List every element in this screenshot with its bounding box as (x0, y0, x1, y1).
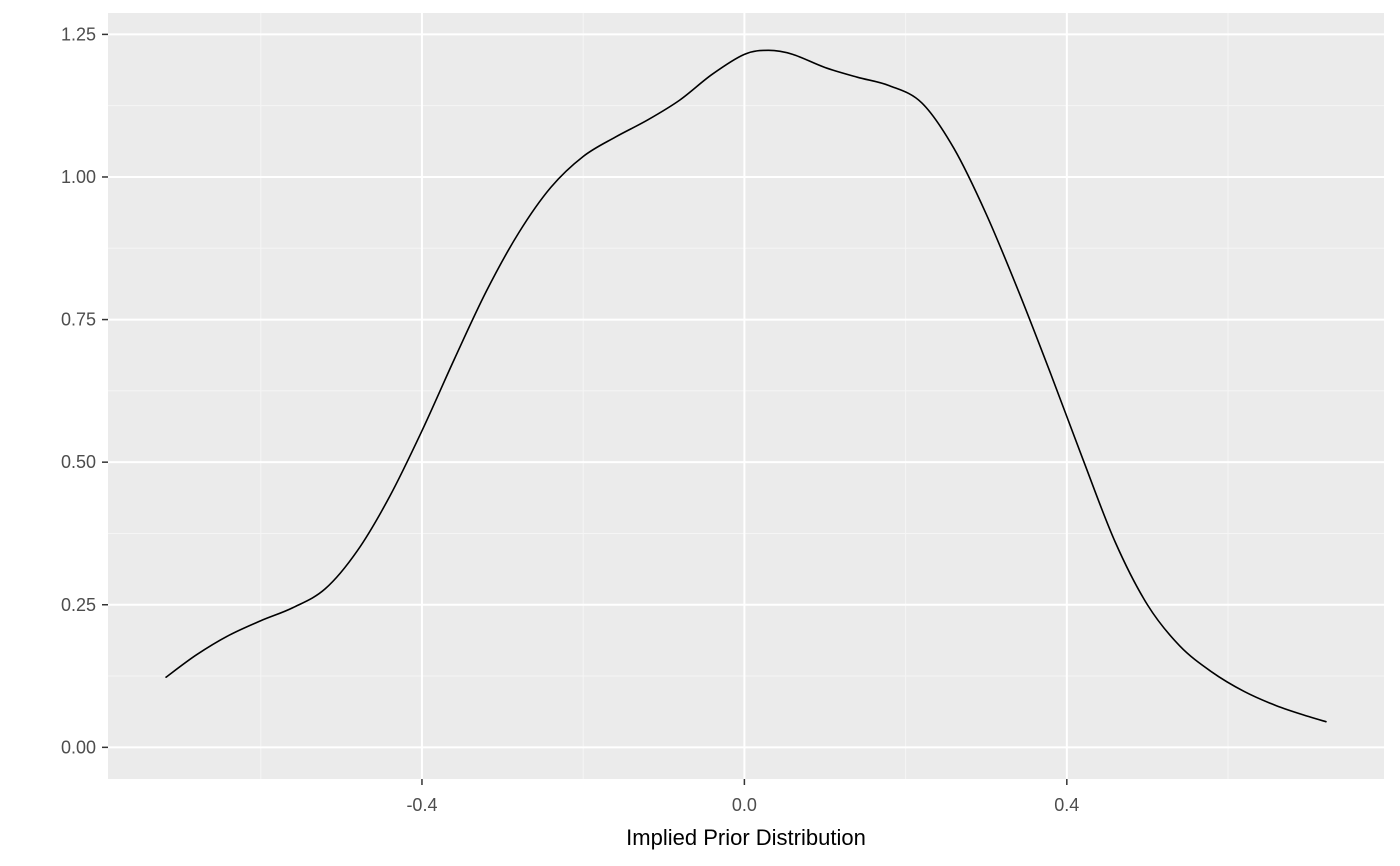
density-curve (165, 49, 1327, 723)
y-tick-label: 0.25 (61, 595, 96, 615)
major-gridlines (108, 13, 1384, 779)
y-axis-tick-labels: 0.00 0.25 0.50 0.75 1.00 1.25 (61, 24, 96, 757)
x-tick-label: 0.4 (1054, 795, 1079, 815)
y-tick-label: 0.50 (61, 452, 96, 472)
minor-gridlines (108, 13, 1384, 779)
y-tick-label: 0.75 (61, 310, 96, 330)
x-axis-title: Implied Prior Distribution (626, 825, 866, 850)
y-tick-label: 0.00 (61, 737, 96, 757)
y-tick-label: 1.00 (61, 167, 96, 187)
y-tick-label: 1.25 (61, 24, 96, 44)
x-axis-tick-labels: -0.4 0.0 0.4 (406, 795, 1079, 815)
axis-tick-marks (102, 33, 1068, 785)
panel-background (108, 13, 1384, 779)
x-tick-label: -0.4 (406, 795, 437, 815)
x-tick-label: 0.0 (732, 795, 757, 815)
